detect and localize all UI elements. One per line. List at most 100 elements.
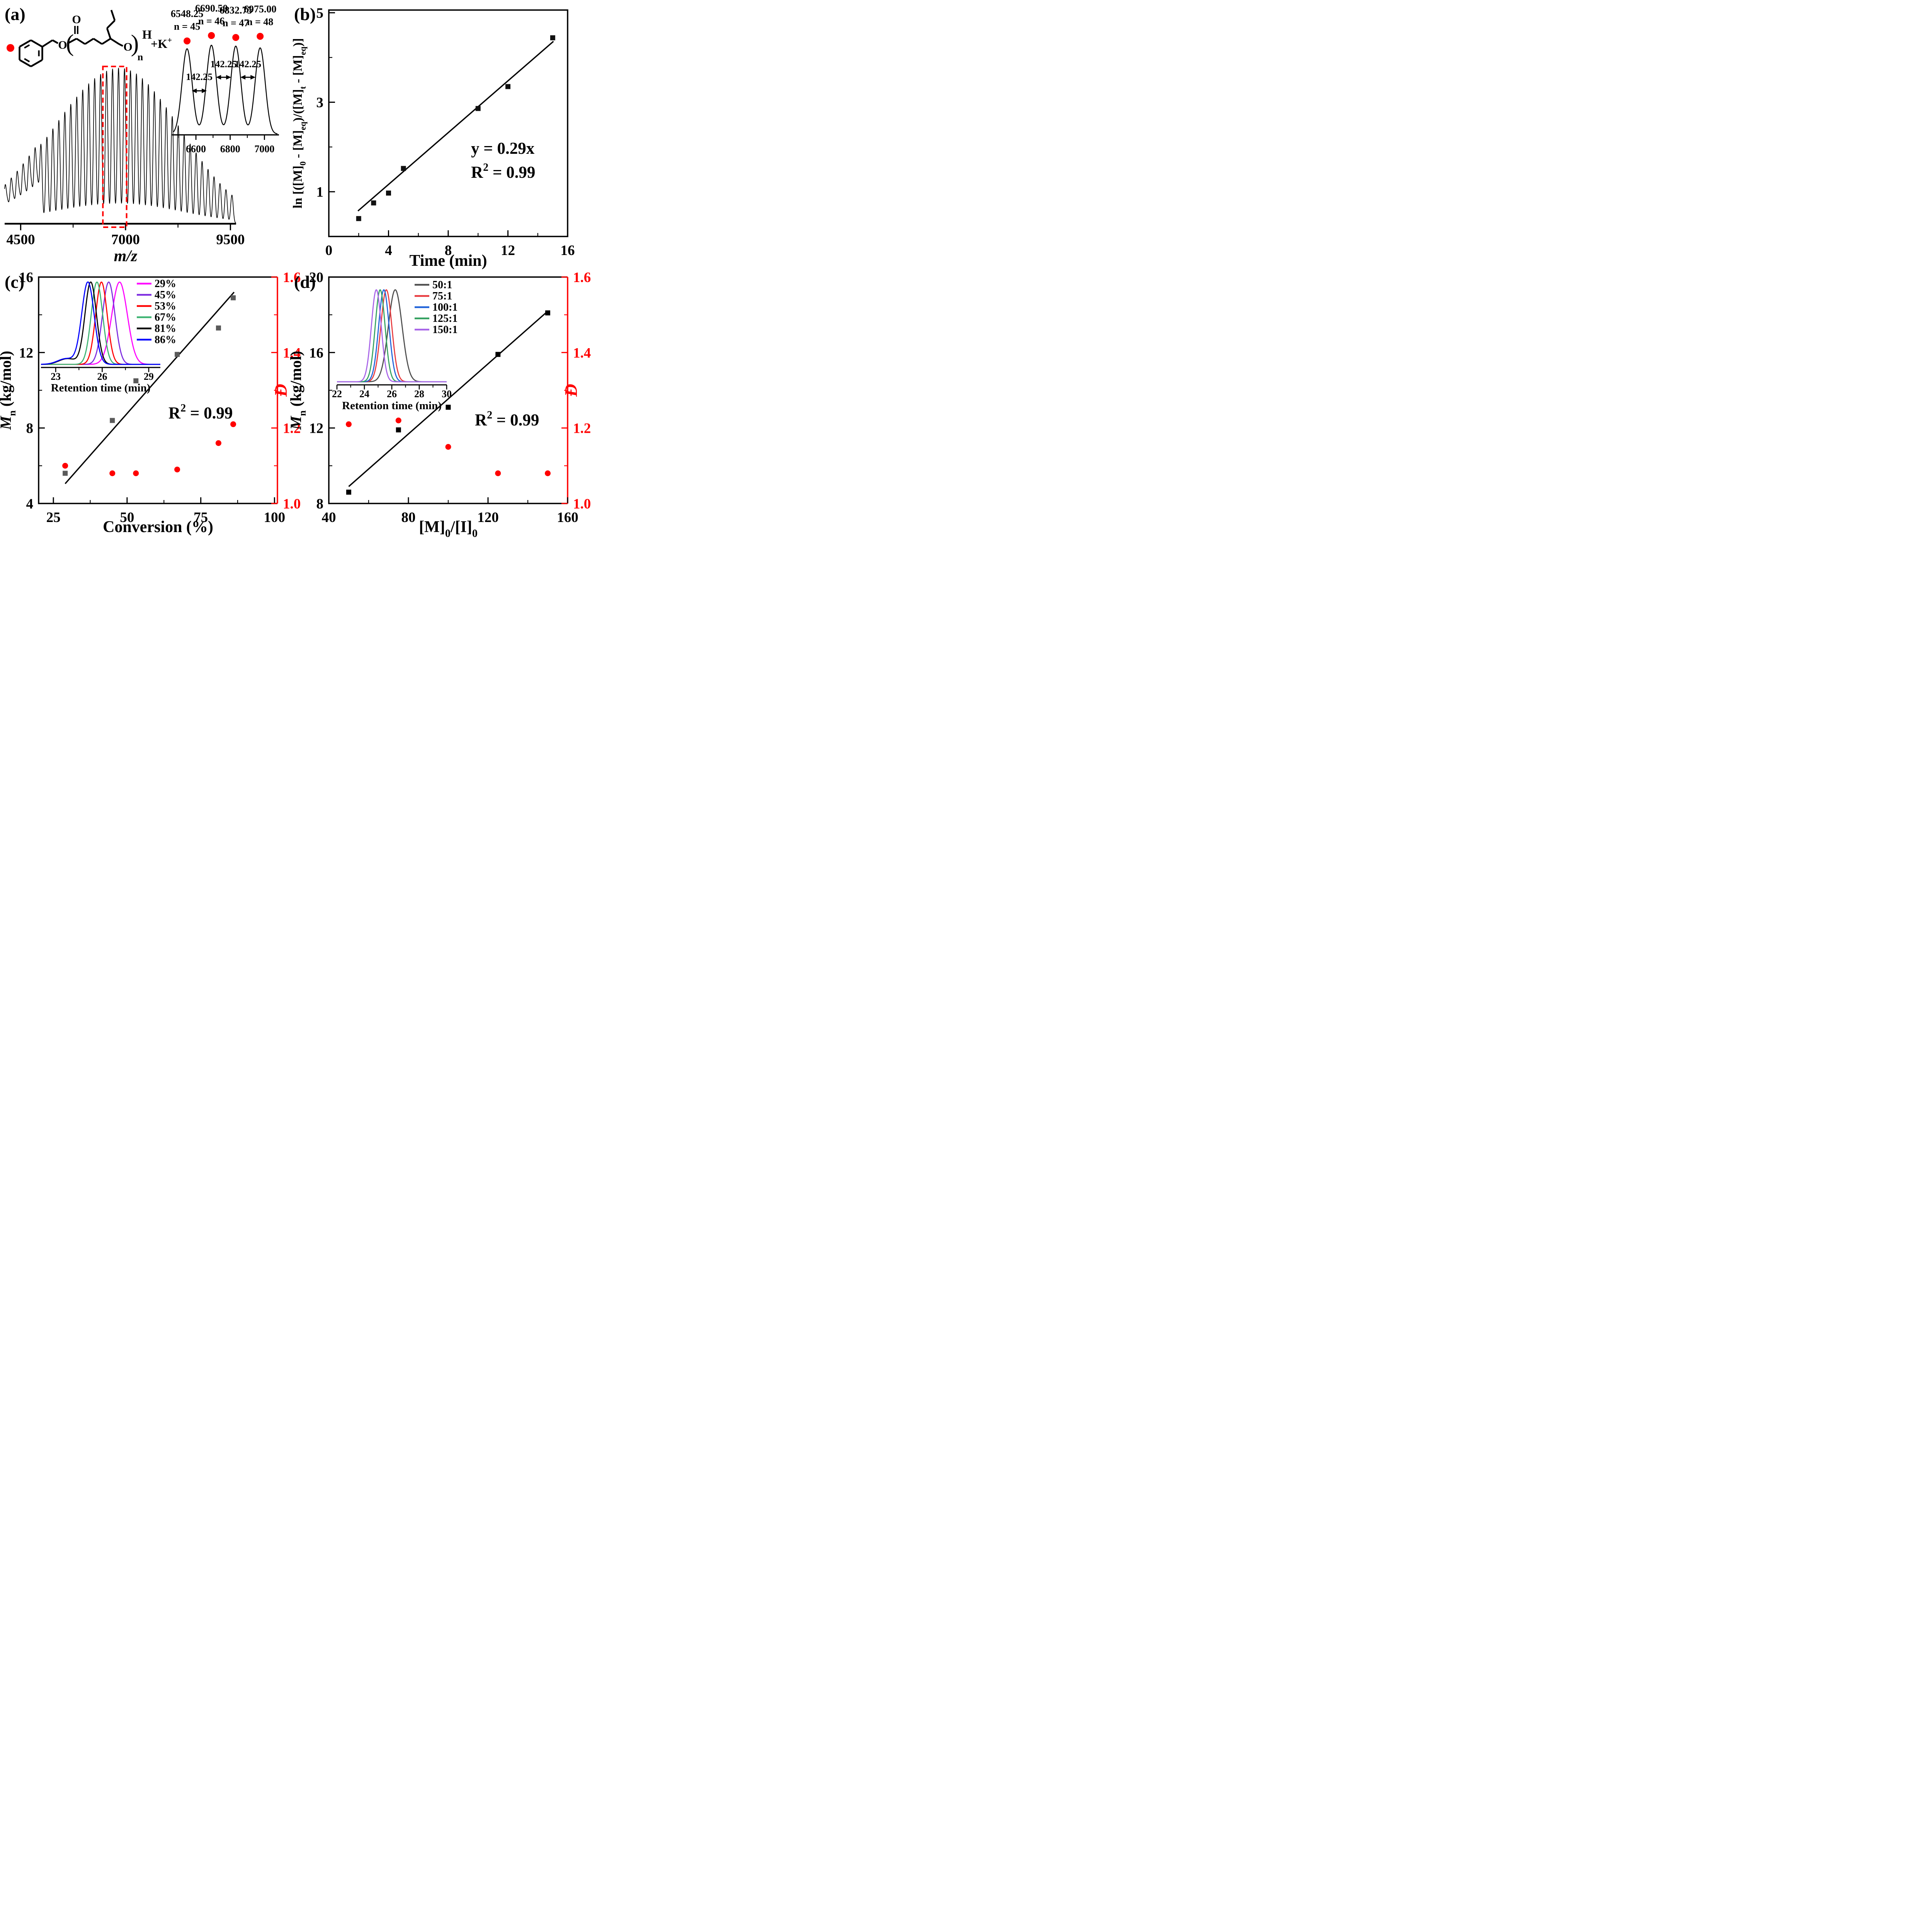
right-tick-label: 1.0 (573, 496, 591, 512)
data-circle (445, 444, 451, 450)
y-tick-label: 20 (309, 270, 323, 286)
peak-mz-label: 6690.50 (195, 3, 228, 14)
peak-n-label: n = 48 (247, 16, 273, 27)
panel-b-label: (b) (294, 4, 316, 24)
peak-red-dot (232, 34, 240, 41)
y-tick-label: 1 (316, 184, 324, 200)
data-square (545, 310, 550, 316)
legend-label: 86% (155, 334, 176, 346)
x-axis-title: m/z (114, 247, 138, 265)
data-square (386, 190, 391, 196)
data-circle (230, 421, 236, 427)
x-tick-label: 16 (561, 243, 575, 259)
legend-label: 100:1 (432, 301, 457, 313)
peak-n-label: n = 45 (174, 21, 200, 32)
data-square (346, 490, 351, 495)
legend-label: 53% (155, 300, 176, 312)
end-group-h: H (142, 27, 152, 41)
x-tick-label: 75 (194, 510, 208, 526)
annotation-text: R2 = 0.99 (475, 409, 539, 429)
data-circle (109, 470, 116, 476)
x-axis-title: Time (min) (409, 252, 487, 270)
x-tick-label: 9500 (216, 232, 245, 248)
square-markers (356, 35, 555, 221)
inset-spectrum-path (173, 44, 278, 134)
data-square (216, 325, 221, 331)
panel-a-x-axis: 4500 7000 9500 m/z (5, 223, 245, 265)
y-tick-label: 16 (309, 345, 323, 361)
circle-markers (346, 417, 551, 476)
legend-label: 75:1 (432, 290, 452, 302)
data-circle (495, 470, 501, 476)
gpc-curve (41, 281, 161, 365)
legend-label: 45% (155, 289, 176, 301)
data-square (175, 352, 180, 357)
repeat-subscript-n: n (138, 51, 143, 63)
inset-x-tick-label: 6800 (220, 143, 240, 155)
annotation-text: R2 = 0.99 (471, 162, 535, 182)
x-axis: 40 80 120 160 [M]0/[I]0 (322, 497, 578, 540)
y-tick-label: 12 (309, 421, 323, 437)
data-square (401, 166, 406, 171)
x-tick-label: 160 (557, 510, 578, 526)
x-tick-label: 80 (401, 510, 416, 526)
y-axis-left: 4 8 12 16 Mn (kg/mol) (0, 270, 45, 512)
data-circle (346, 421, 352, 427)
spectrum-path (4, 68, 236, 224)
legend-label: 50:1 (432, 279, 452, 291)
x-axis-title: [M]0/[I]0 (419, 518, 478, 540)
y-tick-label: 16 (19, 270, 33, 286)
panel-c-label: (c) (5, 272, 25, 292)
legend-label: 29% (155, 278, 176, 290)
peak-red-dot (257, 33, 264, 40)
peak-mz-label: 6832.75 (219, 5, 252, 16)
chemical-structure: OO(O)nH+K+ (7, 10, 172, 67)
x-axis: 25 50 75 100 Conversion (%) (46, 497, 285, 536)
y-axis-title: Mn (kg/mol) (0, 351, 18, 430)
benzene-ring (19, 39, 43, 67)
data-square (475, 106, 481, 111)
x-tick-label: 0 (325, 243, 333, 259)
inset-x-axis-title: Retention time (min) (51, 382, 151, 394)
data-square (446, 405, 451, 410)
y-tick-label: 12 (19, 345, 33, 361)
right-tick-label: 1.2 (283, 421, 301, 437)
chain-oxygen-label: O (123, 41, 132, 53)
x-tick-label: 4 (385, 243, 392, 259)
data-square (110, 418, 115, 423)
y-tick-label: 5 (316, 5, 324, 21)
annotations: R2 = 0.99 (475, 409, 539, 429)
annotation-text: y = 0.29x (471, 139, 535, 158)
panel-b-kinetic-plot-chart: 0 4 8 12 16 Time (min) 1 3 5 ln [([M]0 - [M]eq)/(… (291, 5, 575, 270)
peak-n-label: n = 46 (198, 15, 224, 27)
x-tick-label: 7000 (111, 232, 140, 248)
y-tick-label: 3 (316, 95, 324, 111)
y-tick-label: 8 (316, 496, 324, 512)
x-axis-title: Conversion (%) (103, 518, 213, 536)
inset-x-tick-label: 26 (387, 388, 397, 400)
inset-x-tick-label: 24 (359, 388, 369, 400)
x-tick-label: 100 (264, 510, 286, 526)
y-axis-title: Mn (kg/mol) (287, 351, 308, 430)
data-square (371, 200, 376, 206)
data-square (63, 471, 68, 476)
data-circle (174, 466, 180, 473)
x-tick-label: 4500 (6, 232, 35, 248)
peak-n-label: n = 47 (223, 17, 249, 29)
panel-c-mn-vs-conversion-chart: 25 50 75 100 Conversion (%) 4 8 12 16 Mn (kg/mol)… (0, 270, 301, 536)
data-circle (133, 470, 139, 476)
data-square (495, 352, 501, 357)
annotations: y = 0.29x R2 = 0.99 (471, 139, 535, 182)
annotation-text: R2 = 0.99 (168, 402, 233, 422)
legend: 29%45%53%67%81%86% (137, 278, 176, 346)
x-tick-label: 40 (322, 510, 336, 526)
panel-d-label: (d) (294, 272, 316, 292)
legend-label: 125:1 (432, 313, 457, 325)
right-tick-label: 1.2 (573, 421, 591, 437)
inset-x-axis-title: Retention time (min) (342, 400, 442, 412)
square-markers (346, 310, 550, 495)
x-tick-label: 50 (120, 510, 134, 526)
spacing-label: 142.25 (235, 59, 261, 70)
